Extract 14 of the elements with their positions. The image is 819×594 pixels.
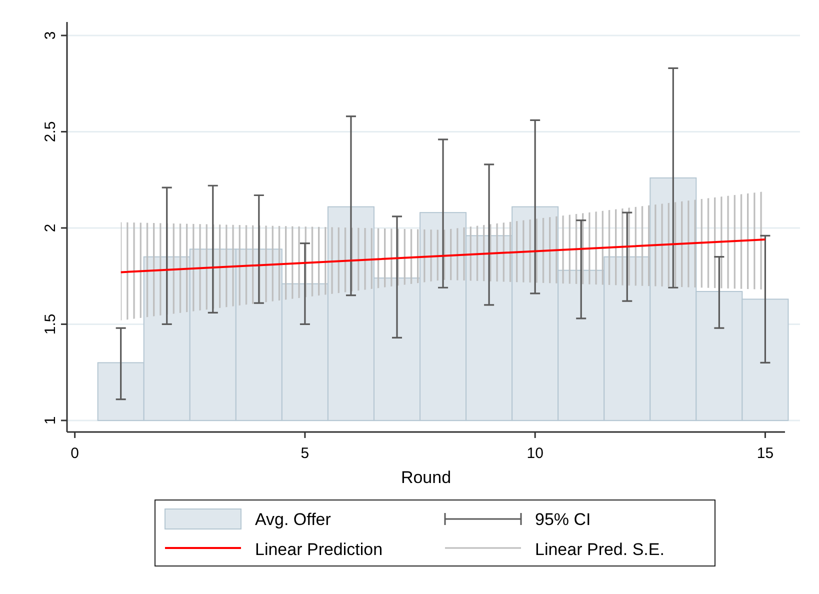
legend-label: Linear Prediction <box>255 540 383 559</box>
x-tick-label: 5 <box>300 445 310 462</box>
x-tick-label: 10 <box>526 445 544 462</box>
x-tick-label: 0 <box>70 445 79 462</box>
text: Linear Pred. S.E. <box>535 540 664 559</box>
x-tick-label: 15 <box>756 445 774 462</box>
y-tick-label: 2 <box>42 224 59 232</box>
y-tick-label: 1.5 <box>42 314 59 335</box>
x-axis-title: Round <box>400 468 452 487</box>
y-tick-label: 2.5 <box>42 121 59 142</box>
legend-label: Avg. Offer <box>255 510 332 529</box>
y-tick-label: 1 <box>42 416 59 425</box>
text: 95% CI <box>535 510 591 529</box>
y-tick-label: 3 <box>42 31 59 40</box>
